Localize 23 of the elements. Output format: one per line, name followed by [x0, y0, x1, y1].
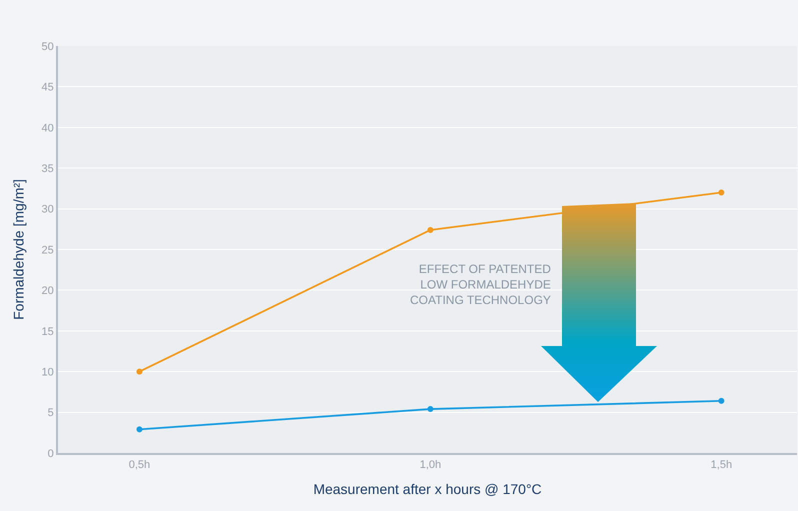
y-tick-label: 0	[48, 448, 54, 460]
y-tick-label: 10	[42, 366, 54, 378]
annotation: EFFECT OF PATENTED LOW FORMALDEHYDE COATING TECHNOLOGY	[410, 262, 552, 308]
y-axis-title: Formaldehyde [mg/m²]	[10, 179, 27, 320]
y-tick-label: 25	[42, 244, 54, 256]
point	[718, 398, 724, 404]
point	[136, 426, 142, 432]
y-tick-label: 45	[42, 82, 54, 94]
point	[427, 406, 434, 412]
y-tick-label: 30	[42, 204, 54, 216]
point	[718, 190, 724, 196]
y-tick-label: 50	[42, 40, 54, 53]
x-tick-label: 0,5h	[128, 459, 150, 472]
y-tick-label: 40	[42, 122, 54, 134]
point	[136, 368, 142, 375]
x-tick-label: 1,5h	[710, 459, 732, 472]
x-tick-label: 1,0h	[420, 459, 442, 472]
y-tick-label: 15	[42, 326, 54, 338]
point	[427, 226, 434, 233]
y-tick-label: 20	[42, 285, 54, 298]
y-tick-label: 35	[42, 162, 54, 175]
x-axis-title: Measurement after x hours @ 170°C	[313, 481, 542, 497]
y-tick-label: 5	[48, 407, 54, 420]
